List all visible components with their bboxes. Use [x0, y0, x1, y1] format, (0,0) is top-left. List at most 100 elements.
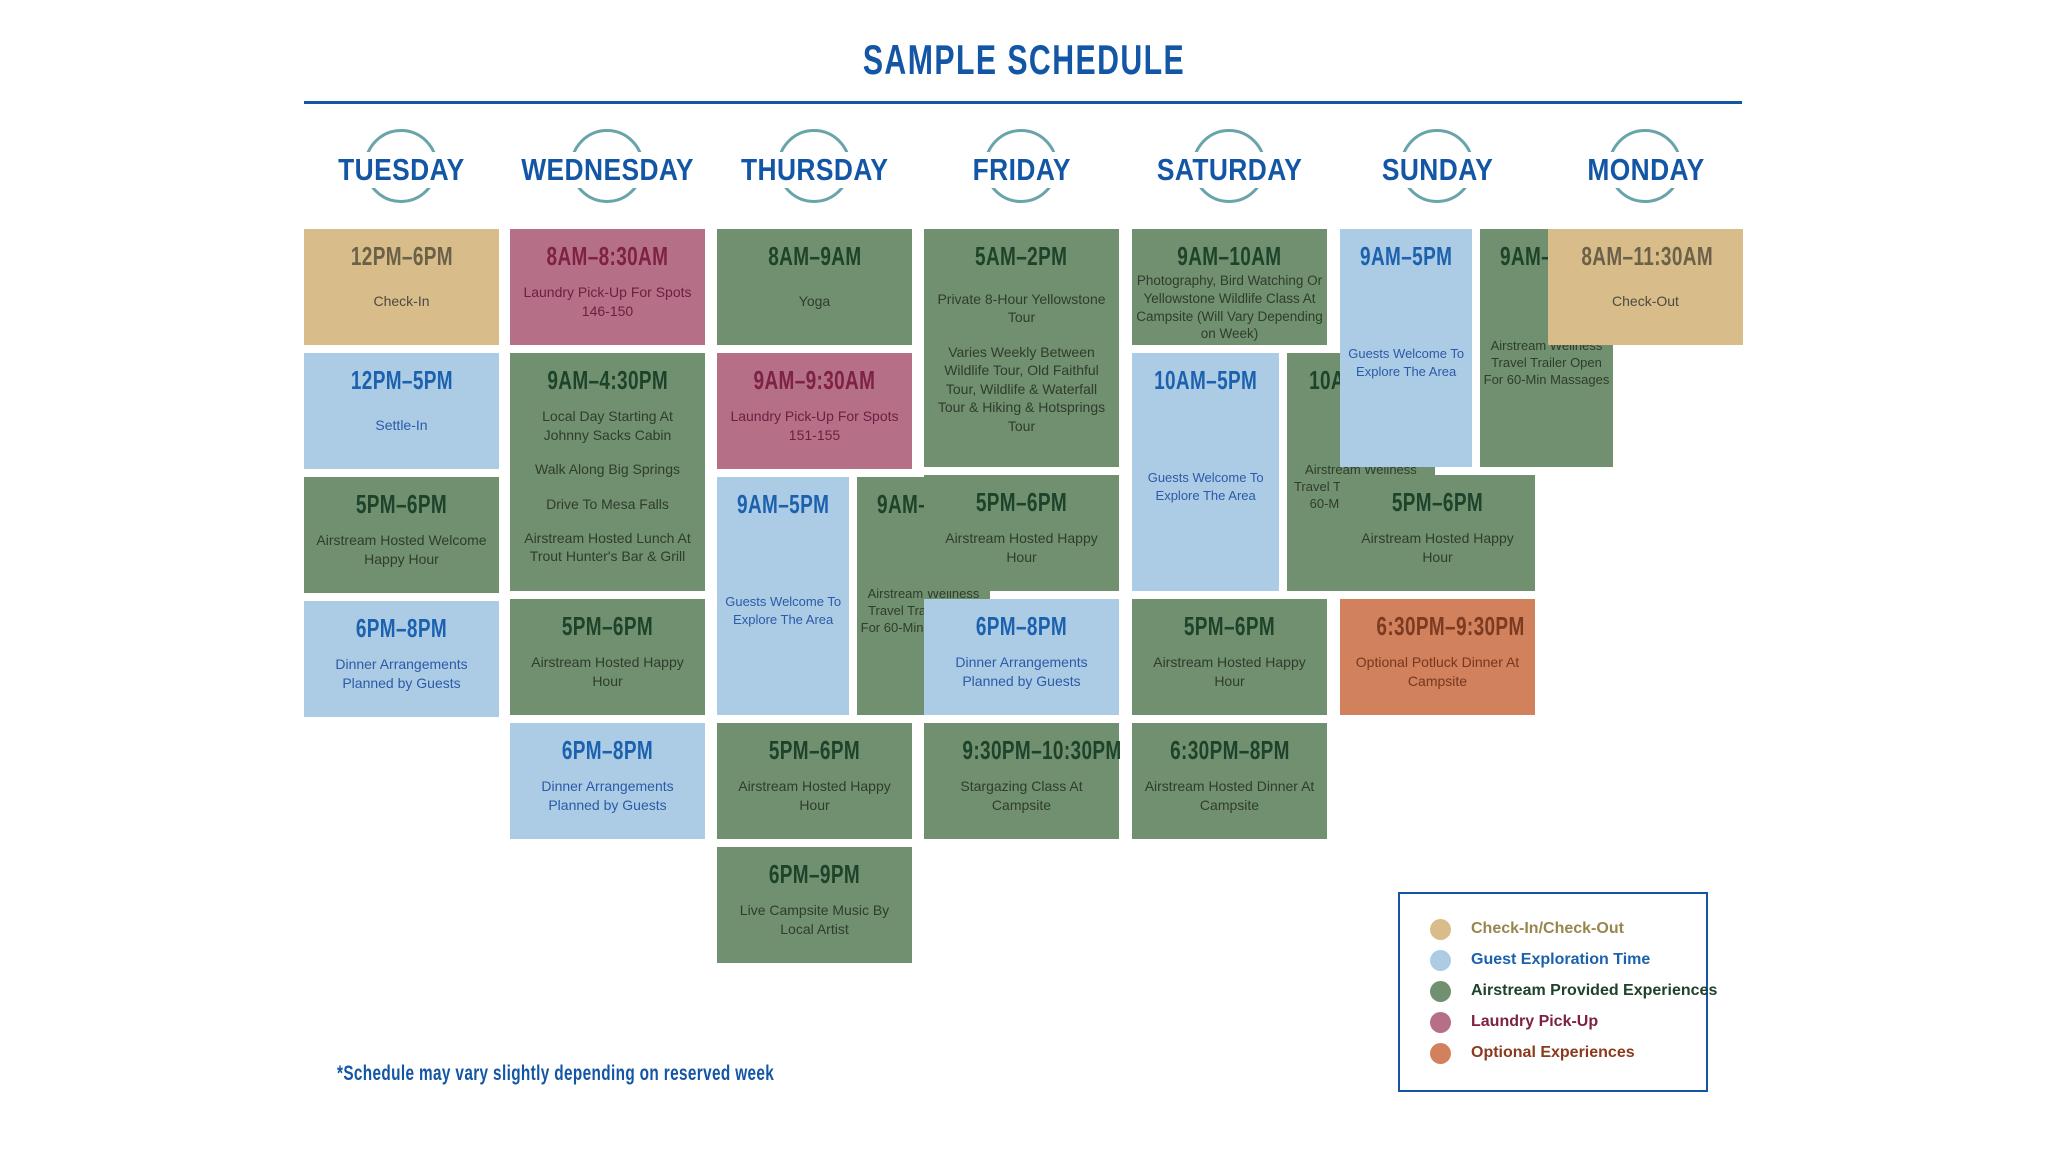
- schedule-block-airstream: 9:30PM–10:30PM Stargazing Class At Campsi…: [924, 723, 1122, 839]
- block-description: Airstream Hosted Happy Hour: [1361, 530, 1514, 565]
- legend-label: Airstream Provided Experiences: [1471, 982, 1718, 999]
- block-time: 5PM–6PM: [561, 611, 654, 641]
- day-column-thursday: THURSDAY 8AM–9AM Yoga 9AM–9:30AM Laundry Pic…: [717, 0, 990, 1152]
- block-time: 6:30PM–9:30PM: [1376, 611, 1525, 641]
- title-underline: [304, 101, 1742, 104]
- block-time: 6:30PM–8PM: [1169, 735, 1290, 765]
- block-description: Photography, Bird Watching Or Yellowston…: [1136, 273, 1323, 342]
- schedule-block-airstream: 5PM–6PM Airstream Hosted Happy Hour: [1340, 475, 1535, 591]
- legend-swatch-airstream: [1430, 980, 1451, 1002]
- schedule-block-airstream: 9AM–4:30PM Local Day Starting At Johnny S…: [510, 353, 705, 591]
- block-description: Dinner Arrangements Planned by Guests: [541, 778, 674, 813]
- day-label: THURSDAY: [697, 152, 932, 188]
- block-time: 5PM–6PM: [1391, 487, 1484, 517]
- schedule-block-airstream: 5PM–6PM Airstream Hosted Happy Hour: [510, 599, 705, 715]
- schedule-block-laundry: 9AM–9:30AM Laundry Pick-Up For Spots 151-…: [717, 353, 912, 469]
- block-description: Local Day Starting At Johnny Sacks Cabin…: [524, 408, 691, 565]
- schedule-block-guest: 6PM–8PM Dinner Arrangements Planned by Gu…: [510, 723, 705, 839]
- day-blocks: 8AM–8:30AM Laundry Pick-Up For Spots 146-…: [510, 229, 705, 839]
- page-title: SAMPLE SCHEDULE: [862, 36, 1186, 83]
- block-description: Airstream Hosted Happy Hour: [1153, 654, 1306, 689]
- schedule-block-checkin: 8AM–11:30AM Check-Out: [1548, 229, 1743, 345]
- schedule-block-airstream: 8AM–9AM Yoga: [717, 229, 912, 345]
- legend: Check-In/Check-Out Guest Exploration Time…: [1398, 892, 1717, 1092]
- block-time: 9AM–9:30AM: [753, 365, 876, 395]
- day-blocks: 8AM–9AM Yoga 9AM–9:30AM Laundry Pick-Up For…: [717, 229, 990, 963]
- legend-swatch-optional: [1430, 1042, 1451, 1064]
- schedule-block-guest: 9AM–5PM Guests Welcome To Explore The Are…: [1340, 229, 1473, 467]
- block-time: 5PM–6PM: [768, 735, 861, 765]
- schedule-block-airstream: 5PM–6PM Airstream Hosted Welcome Happy Ho…: [304, 477, 499, 593]
- block-description: Airstream Hosted Dinner At Campsite: [1144, 778, 1315, 813]
- block-time: 5PM–6PM: [355, 489, 448, 519]
- block-description: Airstream Hosted Happy Hour: [738, 778, 891, 813]
- block-description: Guests Welcome To Explore The Area: [1348, 346, 1465, 379]
- day-label: TUESDAY: [284, 152, 519, 188]
- schedule-block-laundry: 8AM–8:30AM Laundry Pick-Up For Spots 146-…: [510, 229, 705, 345]
- block-description: Check-Out: [1612, 293, 1679, 310]
- block-description: Stargazing Class At Campsite: [960, 778, 1083, 813]
- block-description: Laundry Pick-Up For Spots 151-155: [730, 408, 899, 443]
- schedule-block-airstream: 5PM–6PM Airstream Hosted Happy Hour: [1132, 599, 1327, 715]
- block-description: Airstream Hosted Happy Hour: [531, 654, 684, 689]
- schedule-block-airstream: 5AM–2PM Private 8-Hour Yellowstone Tour Va…: [924, 229, 1119, 467]
- block-description: Private 8-Hour Yellowstone Tour Varies We…: [937, 290, 1106, 434]
- block-time: 9AM–4:30PM: [547, 365, 668, 395]
- block-time: 8AM–8:30AM: [546, 241, 669, 271]
- block-time: 8AM–9AM: [767, 241, 862, 271]
- block-description: Optional Potluck Dinner At Campsite: [1355, 654, 1520, 689]
- block-time: 6PM–8PM: [355, 613, 448, 643]
- day-label: FRIDAY: [904, 152, 1139, 188]
- block-description: Settle-In: [375, 417, 428, 434]
- footnote: *Schedule may vary slightly depending on…: [337, 1062, 775, 1085]
- legend-label: Laundry Pick-Up: [1471, 1013, 1599, 1030]
- block-time: 9:30PM–10:30PM: [962, 735, 1122, 765]
- block-time: 6PM–8PM: [975, 611, 1068, 641]
- block-time: 9AM–10AM: [1177, 241, 1282, 271]
- schedule-block-airstream: 6PM–9PM Live Campsite Music By Local Arti…: [717, 847, 912, 963]
- block-time: 5PM–6PM: [1183, 611, 1276, 641]
- block-time: 10AM–5PM: [1154, 365, 1258, 395]
- day-column-tuesday: TUESDAY 12PM–6PM Check-In 12PM–5PM Settle-In…: [304, 0, 499, 1152]
- day-blocks: 9AM–10AM Photography, Bird Watching Or Ye…: [1132, 229, 1435, 839]
- split-block-pair: 9AM–5PM Guests Welcome To Explore The Are…: [717, 477, 990, 715]
- legend-item: Optional Experiences: [1430, 1042, 1706, 1064]
- schedule-block-guest: 6PM–8PM Dinner Arrangements Planned by Gu…: [304, 601, 499, 717]
- schedule-block-guest: 6PM–8PM Dinner Arrangements Planned by Gu…: [924, 599, 1119, 715]
- day-label: SUNDAY: [1320, 152, 1555, 188]
- day-label: WEDNESDAY: [490, 152, 725, 188]
- day-column-monday: MONDAY 8AM–11:30AM Check-Out: [1548, 0, 1743, 1152]
- legend-list: Check-In/Check-Out Guest Exploration Time…: [1400, 894, 1717, 1064]
- schedule-block-checkin: 12PM–6PM Check-In: [304, 229, 499, 345]
- day-label: MONDAY: [1528, 152, 1763, 188]
- block-time: 9AM–5PM: [1360, 241, 1453, 271]
- schedule-block-guest: 12PM–5PM Settle-In: [304, 353, 499, 469]
- day-column-wednesday: WEDNESDAY 8AM–8:30AM Laundry Pick-Up For S…: [510, 0, 705, 1152]
- block-time: 12PM–6PM: [350, 241, 453, 271]
- block-time: 9AM–5PM: [737, 489, 830, 519]
- day-blocks: 5AM–2PM Private 8-Hour Yellowstone Tour Va…: [924, 229, 1122, 839]
- block-time: 6PM–9PM: [768, 859, 861, 889]
- legend-label: Guest Exploration Time: [1471, 951, 1651, 968]
- block-description: Dinner Arrangements Planned by Guests: [955, 654, 1088, 689]
- block-description: Live Campsite Music By Local Artist: [739, 902, 890, 937]
- block-time: 8AM–11:30AM: [1581, 241, 1714, 271]
- legend-item: Airstream Provided Experiences: [1430, 980, 1717, 1002]
- day-column-friday: FRIDAY 5AM–2PM Private 8-Hour Yellowstone …: [924, 0, 1122, 1152]
- legend-swatch-laundry: [1430, 1011, 1451, 1033]
- block-description: Yoga: [798, 293, 831, 310]
- split-block-pair: 9AM–5PM Guests Welcome To Explore The Are…: [1340, 229, 1613, 467]
- schedule-block-guest: 10AM–5PM Guests Welcome To Explore The Ar…: [1132, 353, 1280, 591]
- block-time: 5AM–2PM: [975, 241, 1068, 271]
- block-description: Dinner Arrangements Planned by Guests: [335, 656, 468, 691]
- schedule-block-airstream: 6:30PM–8PM Airstream Hosted Dinner At Cam…: [1132, 723, 1327, 839]
- block-time: 12PM–5PM: [350, 365, 453, 395]
- schedule-block-optional: 6:30PM–9:30PM Optional Potluck Dinner At …: [1340, 599, 1535, 715]
- legend-swatch-checkin: [1430, 918, 1451, 940]
- block-time: 5PM–6PM: [975, 487, 1068, 517]
- legend-label: Optional Experiences: [1471, 1044, 1635, 1061]
- block-description: Airstream Hosted Welcome Happy Hour: [316, 532, 487, 567]
- legend-item: Laundry Pick-Up: [1430, 1011, 1706, 1033]
- schedule-block-airstream: 5PM–6PM Airstream Hosted Happy Hour: [717, 723, 912, 839]
